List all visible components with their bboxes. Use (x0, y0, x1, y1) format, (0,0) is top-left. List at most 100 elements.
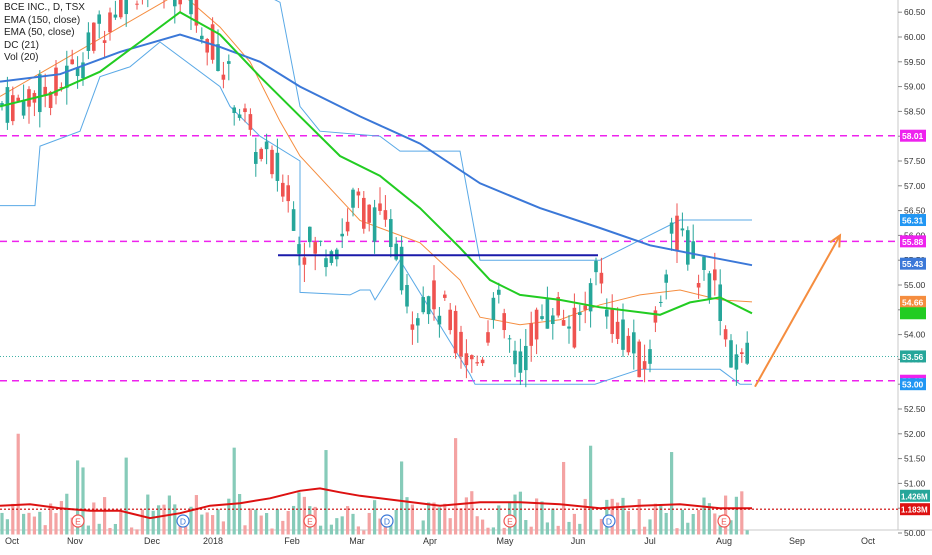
volume-bar (356, 526, 360, 535)
candle-body (92, 22, 96, 51)
candle-body (194, 0, 199, 26)
candle-body (507, 338, 512, 340)
price-tag: 58.01 (900, 129, 926, 142)
candle-body (675, 215, 679, 252)
volume-bar (286, 511, 290, 535)
candle-body (75, 68, 80, 77)
volume-bar (335, 518, 339, 535)
volume-bar (562, 461, 566, 535)
volume-bar (238, 494, 242, 535)
candle-body (102, 40, 107, 43)
candle-body (329, 251, 334, 263)
candle-body (686, 230, 690, 265)
price-tag-box (900, 378, 926, 391)
candle-body (740, 352, 744, 355)
candle-body (453, 310, 458, 354)
event-marker[interactable]: E (503, 514, 517, 528)
event-marker-label: E (507, 517, 513, 527)
price-tag-label: 56.31 (902, 216, 924, 226)
volume-bar (702, 497, 706, 535)
event-marker[interactable]: E (717, 514, 731, 528)
price-tick-label: 56.50 (904, 206, 926, 216)
candle-body (70, 59, 74, 65)
event-marker-circle (303, 514, 317, 528)
volume-bar (248, 508, 252, 535)
candle-body (232, 107, 236, 114)
volume-bar (124, 457, 128, 535)
volume-bar (0, 512, 4, 535)
candle-body (729, 340, 733, 368)
volume-bar (65, 493, 69, 535)
volume-bar (232, 447, 236, 535)
volume-bar (108, 527, 112, 535)
volume-bar (643, 526, 647, 535)
candle-body (86, 32, 91, 51)
candle-body (313, 242, 317, 254)
candle-body (669, 222, 674, 234)
event-marker[interactable]: D (176, 514, 190, 528)
volume-bar (70, 517, 74, 535)
volume-bar (227, 498, 231, 535)
volume-bar (421, 520, 425, 535)
price-tag-box (900, 295, 926, 308)
volume-bar (373, 500, 377, 535)
price-tick-label: 57.50 (904, 156, 926, 166)
price-tick-label: 59.50 (904, 57, 926, 67)
volume-bar (567, 521, 571, 535)
volume-bar (324, 450, 328, 535)
volume-bar (340, 516, 344, 535)
legend-ema150[interactable]: EMA (150, close) (4, 14, 81, 26)
volume-bar (265, 513, 269, 535)
volume-tag-box (900, 503, 930, 516)
volume-bar (59, 501, 63, 535)
price-tick-label: 54.00 (904, 330, 926, 340)
time-tick-label: Nov (67, 536, 84, 546)
event-marker[interactable]: E (303, 514, 317, 528)
volume-bar (130, 527, 134, 535)
volume-bar (346, 506, 350, 535)
ema50-line (0, 11, 753, 316)
volume-bar (545, 522, 549, 535)
legend-dc[interactable]: DC (21) (4, 39, 40, 51)
price-tag-box (900, 350, 926, 363)
volume-bar (535, 498, 539, 535)
legend-ema50[interactable]: EMA (50, close) (4, 27, 75, 38)
candle-body (545, 298, 550, 329)
volume-bar (270, 528, 274, 535)
price-tag: 56.31 (900, 214, 926, 227)
candle-body (389, 219, 393, 248)
candle-body (291, 209, 296, 231)
volume-ma-line (0, 487, 752, 520)
candle-body (567, 326, 571, 329)
time-tick-label: Apr (423, 536, 437, 546)
candle-body (680, 228, 685, 231)
candle-body (0, 103, 4, 107)
price-tick-label: 52.50 (904, 404, 926, 414)
price-tick-label: 52.00 (904, 429, 926, 439)
event-marker[interactable]: D (380, 514, 394, 528)
volume-bar (362, 530, 366, 535)
candle-body (124, 0, 128, 15)
legend-symbol[interactable]: BCE INC., D, TSX (4, 2, 85, 13)
volume-bar (275, 509, 279, 535)
event-marker[interactable]: D (602, 514, 616, 528)
candle-body (551, 315, 555, 324)
volume-bar (119, 511, 123, 535)
volume-bar (103, 497, 107, 535)
volume-bar (513, 494, 517, 535)
event-marker[interactable]: E (71, 514, 85, 528)
projection-arrowhead (829, 233, 842, 248)
price-tag-label: 55.43 (902, 259, 924, 269)
candle-body (302, 257, 307, 265)
volume-tag: 1.426M (900, 489, 930, 502)
price-tag-label: 53.56 (902, 352, 924, 362)
volume-bar (448, 518, 452, 535)
volume-bar (551, 508, 555, 535)
candle-body (497, 289, 501, 295)
volume-bar (486, 527, 490, 535)
legend-vol[interactable]: Vol (20) (4, 52, 39, 63)
volume-bar (151, 510, 155, 535)
candle-body (540, 316, 544, 320)
